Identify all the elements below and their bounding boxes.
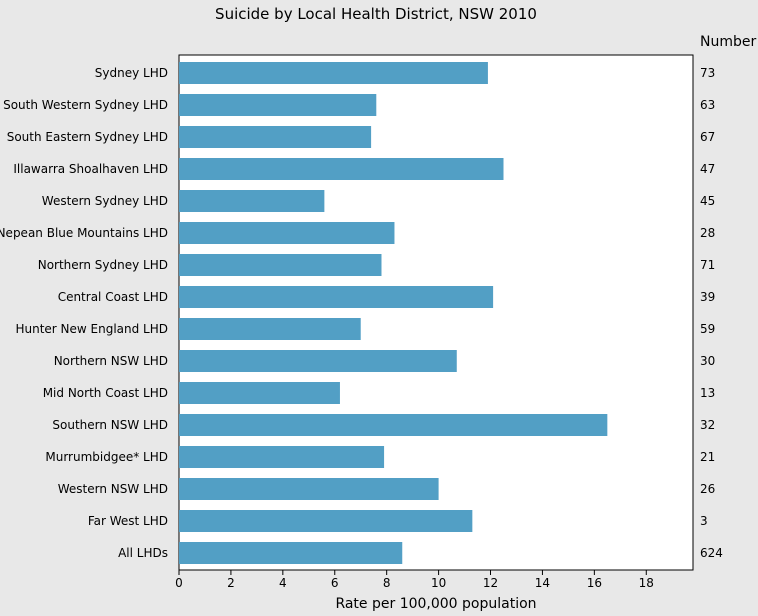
number-label: 39 [700, 290, 715, 304]
x-tick-label: 2 [227, 576, 235, 590]
bar [179, 446, 385, 468]
x-tick-label: 10 [431, 576, 446, 590]
category-label: Far West LHD [88, 514, 168, 528]
number-label: 32 [700, 418, 715, 432]
x-tick-label: 14 [535, 576, 550, 590]
x-tick-label: 0 [175, 576, 183, 590]
x-tick-label: 8 [383, 576, 391, 590]
chart-title: Suicide by Local Health District, NSW 20… [215, 5, 537, 23]
category-label: Western NSW LHD [58, 482, 168, 496]
category-label: Mid North Coast LHD [43, 386, 168, 400]
bar [179, 382, 340, 404]
x-tick-label: 18 [639, 576, 654, 590]
bar [179, 254, 382, 276]
bar [179, 62, 488, 84]
category-label: South Western Sydney LHD [3, 98, 168, 112]
bar [179, 510, 473, 532]
number-label: 63 [700, 98, 715, 112]
category-label: Nepean Blue Mountains LHD [0, 226, 168, 240]
x-tick-label: 6 [331, 576, 339, 590]
x-tick-label: 4 [279, 576, 287, 590]
category-label: Hunter New England LHD [15, 322, 168, 336]
category-label: South Eastern Sydney LHD [7, 130, 168, 144]
number-column-header: Number [700, 34, 756, 50]
bar [179, 126, 372, 148]
x-tick-label: 12 [483, 576, 498, 590]
category-label: Sydney LHD [95, 66, 168, 80]
category-label: Northern Sydney LHD [38, 258, 168, 272]
bar [179, 350, 457, 372]
bar [179, 286, 494, 308]
x-axis-title: Rate per 100,000 population [335, 596, 536, 612]
number-label: 30 [700, 354, 715, 368]
number-labels: 73 63 67 47 45 28 71 39 59 30 13 32 21 26 3 624 [700, 66, 723, 560]
bar [179, 318, 361, 340]
number-label: 59 [700, 322, 715, 336]
number-label: 45 [700, 194, 715, 208]
category-label: Illawarra Shoalhaven LHD [13, 162, 168, 176]
bar [179, 94, 377, 116]
category-labels: Sydney LHD South Western Sydney LHD South … [0, 66, 168, 560]
category-label: Northern NSW LHD [54, 354, 168, 368]
x-axis-ticks: 0 2 4 6 8 10 12 14 16 18 [175, 570, 654, 590]
bar [179, 414, 608, 436]
number-label: 624 [700, 546, 723, 560]
category-label: Murrumbidgee* LHD [45, 450, 168, 464]
category-label: All LHDs [118, 546, 168, 560]
x-tick-label: 16 [587, 576, 602, 590]
number-label: 13 [700, 386, 715, 400]
number-label: 73 [700, 66, 715, 80]
bar [179, 478, 439, 500]
number-label: 3 [700, 514, 708, 528]
category-label: Southern NSW LHD [52, 418, 168, 432]
number-label: 47 [700, 162, 715, 176]
number-label: 21 [700, 450, 715, 464]
bar [179, 190, 325, 212]
category-label: Central Coast LHD [58, 290, 168, 304]
number-label: 28 [700, 226, 715, 240]
number-label: 26 [700, 482, 715, 496]
number-label: 71 [700, 258, 715, 272]
bars-group [179, 62, 608, 564]
category-label: Western Sydney LHD [42, 194, 168, 208]
bar [179, 542, 403, 564]
bar [179, 222, 395, 244]
number-label: 67 [700, 130, 715, 144]
bar [179, 158, 504, 180]
